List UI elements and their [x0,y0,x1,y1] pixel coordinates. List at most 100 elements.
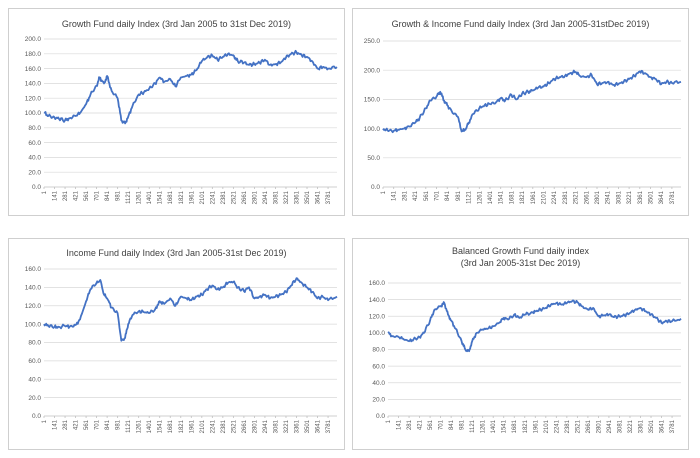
x-tick-label: 1121 [126,190,132,204]
y-tick-label: 160.0 [25,66,42,73]
x-tick-label: 561 [84,419,90,430]
x-tick-label: 981 [116,190,122,201]
x-tick-label: 141 [53,190,59,201]
x-tick-label: 2381 [565,419,571,433]
x-tick-label: 281 [402,190,408,201]
x-tick-label: 2101 [200,190,206,204]
y-tick-label: 150.0 [364,97,381,104]
x-tick-label: 2101 [200,419,206,433]
x-tick-label: 3361 [638,190,644,204]
x-tick-label: 3221 [628,419,634,433]
chart-title-line: Growth Fund daily Index (3rd Jan 2005 to… [61,19,292,29]
y-tick-label: 50.0 [367,155,380,162]
x-tick-label: 2661 [242,190,248,204]
series-line [387,299,682,353]
x-tick-label: 701 [435,190,441,201]
x-tick-label: 1961 [189,190,195,204]
x-tick-label: 3361 [638,419,644,433]
x-tick-label: 281 [407,419,413,430]
chart-panel-growth-fund: Growth Fund daily Index (3rd Jan 2005 to… [8,8,345,216]
x-tick-label: 1961 [531,190,537,204]
x-tick-label: 1 [42,419,48,423]
x-tick-label: 3781 [670,419,676,433]
x-tick-label: 3221 [284,419,290,433]
y-tick-label: 80.0 [28,340,41,347]
x-tick-label: 2801 [596,419,602,433]
x-tick-label: 3361 [294,190,300,204]
x-tick-label: 1681 [168,419,174,433]
x-tick-label: 1121 [467,190,473,204]
y-tick-label: 140.0 [25,285,42,292]
y-tick-label: 60.0 [28,358,41,365]
chart-panel-growth-income-fund: Growth & Income Fund daily Index (3rd Ja… [352,8,689,216]
series-line [382,69,682,134]
x-tick-label: 701 [95,419,101,430]
x-tick-label: 1541 [158,419,164,433]
x-tick-label: 2661 [586,419,592,433]
x-tick-label: 1821 [179,419,185,433]
y-tick-label: 100.0 [364,126,381,133]
y-tick-label: 40.0 [372,380,385,387]
y-tick-label: 60.0 [372,363,385,370]
chart-title-line: Balanced Growth Fund daily index [451,246,590,256]
x-tick-label: 1681 [512,419,518,433]
x-tick-label: 2241 [554,419,560,433]
x-tick-label: 1821 [179,190,185,204]
x-tick-label: 2101 [544,419,550,433]
x-tick-label: 2661 [242,419,248,433]
x-tick-label: 3781 [326,190,332,204]
y-tick-label: 80.0 [372,347,385,354]
x-tick-label: 141 [397,419,403,430]
chart-title-line: (3rd Jan 2005-31st Dec 2019) [460,258,581,268]
y-tick-label: 200.0 [364,67,381,74]
y-tick-label: 250.0 [364,38,381,45]
x-tick-label: 981 [456,190,462,201]
x-tick-label: 3641 [659,190,665,204]
x-tick-label: 2801 [252,419,258,433]
y-tick-label: 0.0 [32,413,41,420]
x-tick-label: 2521 [575,419,581,433]
x-tick-label: 3781 [326,419,332,433]
line-chart-growth-fund: 0.0 20.0 40.0 60.0 80.0 100.0 120.0 140.0 160.0 1… [25,36,338,204]
chart-title: Growth & Income Fund daily Index (3rd Ja… [353,18,688,30]
x-tick-label: 3641 [316,419,322,433]
series-line [43,277,338,342]
x-tick-label: 1401 [147,190,153,204]
line-chart-growth-income-fund: 0.0 50.0 100.0 150.0 200.0 250.0 1 141 281 421 561… [364,38,682,204]
x-tick-label: 1681 [509,190,515,204]
y-tick-label: 0.0 [32,184,41,191]
y-tick-label: 160.0 [25,266,42,273]
x-tick-label: 3081 [273,190,279,204]
x-tick-label: 701 [95,190,101,201]
x-tick-label: 3501 [305,190,311,204]
x-tick-label: 2381 [221,190,227,204]
x-tick-label: 2941 [263,419,269,433]
chart-panel-income-fund: Income Fund daily Index (3rd Jan 2005-31… [8,238,345,450]
y-tick-label: 20.0 [28,395,41,402]
x-tick-label: 2801 [252,190,258,204]
chart-title: Income Fund daily Index (3rd Jan 2005-31… [9,247,344,259]
x-tick-label: 561 [84,190,90,201]
x-tick-label: 2521 [231,419,237,433]
x-tick-label: 841 [449,419,455,430]
x-tick-label: 981 [116,419,122,430]
x-tick-label: 421 [74,419,80,430]
x-tick-label: 3641 [660,419,666,433]
y-tick-label: 200.0 [25,36,42,43]
y-tick-label: 180.0 [25,51,42,58]
x-tick-label: 2241 [210,190,216,204]
x-tick-label: 1121 [470,419,476,433]
x-tick-label: 3641 [316,190,322,204]
y-tick-label: 120.0 [25,303,42,310]
x-tick-label: 281 [63,190,69,201]
chart-title: Balanced Growth Fund daily index (3rd Ja… [353,245,688,269]
x-tick-label: 561 [428,419,434,430]
x-tick-label: 1261 [137,190,143,204]
y-tick-label: 140.0 [25,81,42,88]
x-tick-label: 841 [105,419,111,430]
x-tick-label: 3501 [649,419,655,433]
y-tick-label: 120.0 [25,95,42,102]
y-tick-label: 100.0 [369,330,386,337]
x-tick-label: 2241 [210,419,216,433]
y-tick-label: 100.0 [25,110,42,117]
